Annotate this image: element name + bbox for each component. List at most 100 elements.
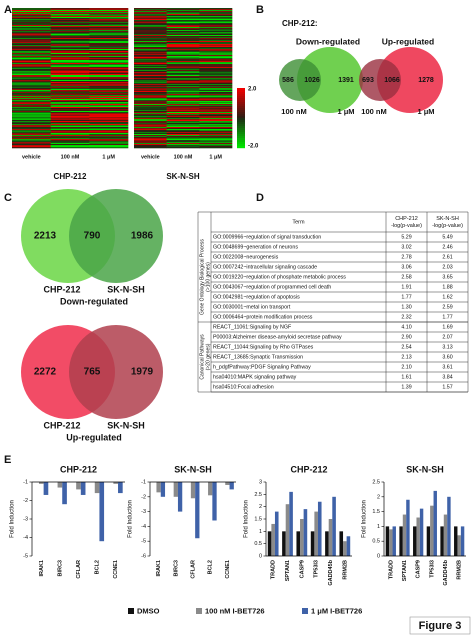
heatmap-cell bbox=[89, 120, 129, 122]
heatmap-cell bbox=[12, 147, 51, 149]
heatmap-cell bbox=[89, 48, 129, 50]
heatmap-cell bbox=[89, 38, 129, 40]
heatmap-cell bbox=[134, 47, 167, 49]
heatmap-cell bbox=[12, 36, 51, 38]
heatmap-cell bbox=[166, 89, 200, 91]
heatmap-cell bbox=[134, 106, 167, 108]
heatmap-cell bbox=[89, 53, 129, 55]
heatmap-cell bbox=[89, 112, 129, 114]
colorbar-step bbox=[237, 92, 245, 95]
venn-set bbox=[69, 325, 163, 419]
heatmap-cell bbox=[89, 96, 129, 98]
heatmap-cell bbox=[166, 19, 200, 21]
heatmap-cell bbox=[89, 104, 129, 106]
heatmap-cell bbox=[134, 28, 167, 30]
heatmap-cell bbox=[134, 39, 167, 41]
heatmap-cell bbox=[166, 122, 200, 124]
heatmap-cell bbox=[89, 50, 129, 52]
heatmap-cell bbox=[134, 123, 167, 125]
heatmap-cell bbox=[199, 146, 233, 148]
heatmap-cell bbox=[199, 98, 233, 100]
heatmap-cell bbox=[166, 49, 200, 51]
x-tick-label: RRM2B bbox=[457, 560, 463, 580]
heatmap-cell bbox=[12, 143, 51, 145]
x-tick-label: TP53I3 bbox=[429, 560, 435, 578]
table-term: REACT_13685:Synaptic Transmission bbox=[213, 354, 303, 360]
heatmap-cell bbox=[12, 28, 51, 30]
heatmap-cell bbox=[12, 99, 51, 101]
heatmap-cell bbox=[166, 34, 200, 36]
table-value: 3.02 bbox=[401, 244, 411, 250]
table-value: 2.61 bbox=[442, 254, 452, 260]
heatmap-cell bbox=[199, 27, 233, 29]
table-group-label: Gene Ontology Biological Process bbox=[199, 239, 205, 315]
heatmap-cell bbox=[12, 25, 51, 27]
table-term: GO:0019220~regulation of phosphate metab… bbox=[213, 274, 346, 280]
condition-label: 100 nM bbox=[61, 154, 80, 160]
venn-count: 790 bbox=[84, 231, 101, 242]
heatmap-cell bbox=[50, 29, 90, 31]
heatmap-cell bbox=[50, 116, 90, 118]
heatmap-cell bbox=[89, 23, 129, 25]
heatmap-cell bbox=[199, 91, 233, 93]
heatmap-cell bbox=[166, 63, 200, 65]
heatmap-cell bbox=[134, 17, 167, 19]
heatmap-cell bbox=[166, 38, 200, 40]
heatmap-cell bbox=[134, 94, 167, 96]
heatmap-cell bbox=[50, 28, 90, 30]
heatmap-cell bbox=[199, 72, 233, 74]
table-term: GO:0007242~intracellular signaling casca… bbox=[213, 264, 317, 270]
heatmap-cell bbox=[199, 137, 233, 139]
heatmap-cell bbox=[166, 42, 200, 44]
heatmap-cell bbox=[199, 28, 233, 30]
x-tick-label: CASP9 bbox=[299, 560, 305, 578]
table-term: GO:0048699~generation of neurons bbox=[213, 244, 298, 250]
heatmap-cell bbox=[12, 53, 51, 55]
bar bbox=[57, 482, 63, 488]
heatmap-cell bbox=[199, 60, 233, 62]
heatmap-cell bbox=[134, 53, 167, 55]
heatmap-cell bbox=[12, 107, 51, 109]
heatmap-cell bbox=[89, 134, 129, 136]
venn-set bbox=[359, 59, 401, 101]
heatmap-cell bbox=[12, 21, 51, 23]
heatmap-cell bbox=[134, 142, 167, 144]
heatmap-cell bbox=[199, 104, 233, 106]
heatmap-cell bbox=[134, 83, 167, 85]
heatmap-cell bbox=[12, 32, 51, 34]
heatmap-cell bbox=[50, 61, 90, 63]
heatmap-cell bbox=[50, 138, 90, 140]
heatmap-cell bbox=[199, 37, 233, 39]
heatmap-cell bbox=[50, 35, 90, 37]
heatmap-cell bbox=[199, 35, 233, 37]
heatmap-cell bbox=[134, 121, 167, 123]
heatmap-cell bbox=[50, 89, 90, 91]
heatmap-cell bbox=[134, 131, 167, 133]
bar bbox=[460, 526, 465, 556]
heatmap-cell bbox=[134, 122, 167, 124]
heatmap-cell bbox=[134, 100, 167, 102]
heatmap-cell bbox=[166, 32, 200, 34]
heatmap-cell bbox=[12, 94, 51, 96]
y-tick-label: -5 bbox=[141, 539, 146, 545]
venn-title: CHP-212: bbox=[282, 19, 318, 28]
table-term: h_pdgfPathway:PDGF Signaling Pathway bbox=[213, 364, 311, 370]
heatmap-cell bbox=[89, 45, 129, 47]
heatmap-cell bbox=[12, 139, 51, 141]
colorbar-step bbox=[237, 102, 245, 105]
heatmap-cell bbox=[166, 96, 200, 98]
condition-label: vehicle bbox=[22, 154, 41, 160]
bar bbox=[426, 526, 431, 556]
heatmap-cell bbox=[89, 105, 129, 107]
heatmap-cell bbox=[50, 75, 90, 77]
bar bbox=[346, 536, 351, 556]
table-value: 3.65 bbox=[442, 274, 452, 280]
heatmap-cell bbox=[50, 117, 90, 119]
heatmap-cell bbox=[12, 136, 51, 138]
heatmap-cell bbox=[166, 97, 200, 99]
bar bbox=[416, 517, 420, 556]
heatmap-cell bbox=[199, 110, 233, 112]
heatmap-cell bbox=[50, 94, 90, 96]
heatmap-cell bbox=[12, 60, 51, 62]
bar bbox=[190, 482, 196, 499]
